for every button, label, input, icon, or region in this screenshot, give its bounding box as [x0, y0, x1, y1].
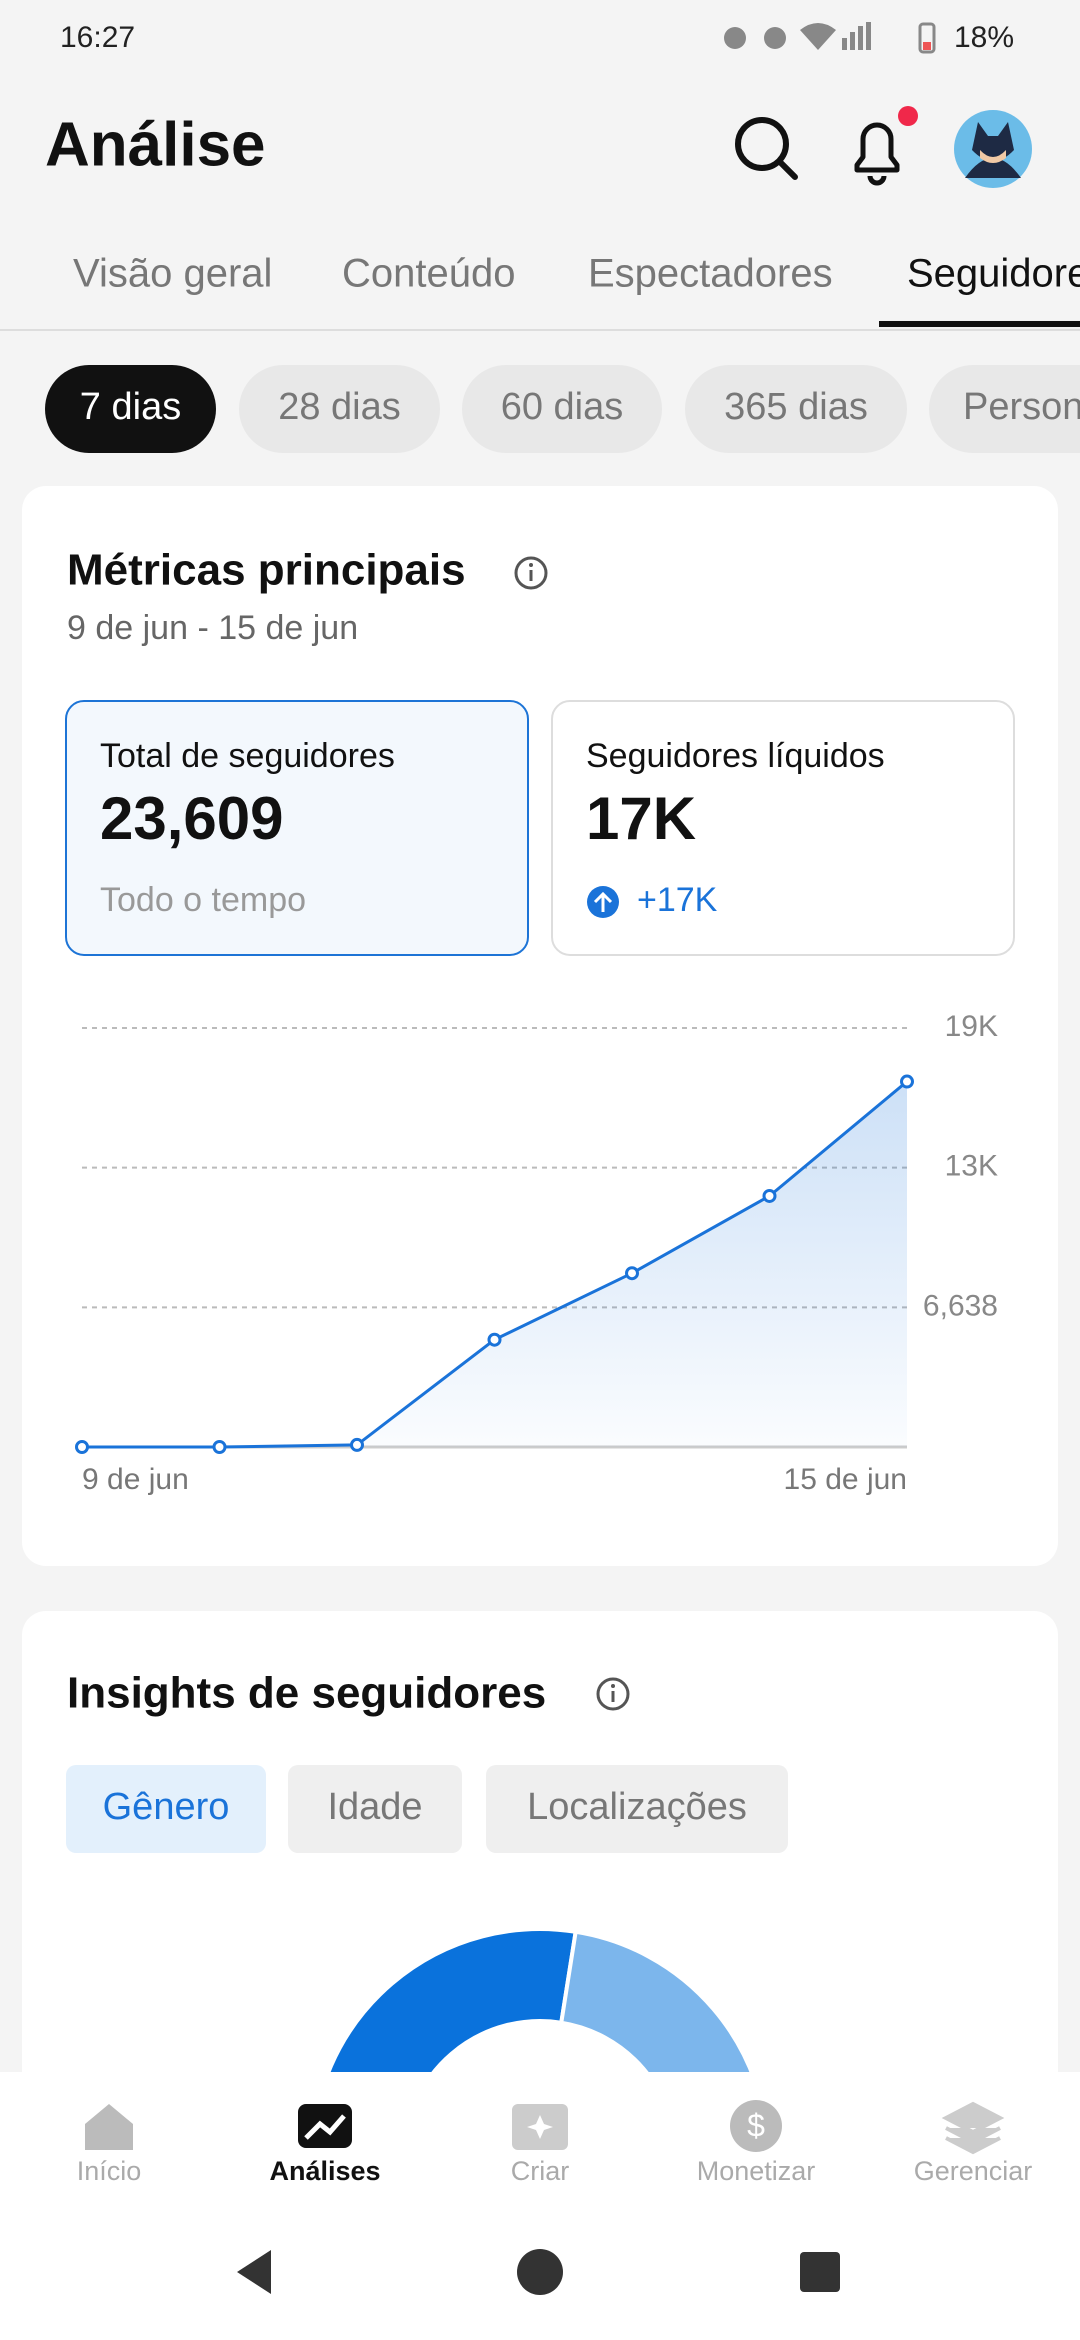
x-tick-label: 9 de jun	[82, 1463, 189, 1496]
point	[625, 1266, 639, 1281]
metric-value: 23,609	[100, 785, 284, 852]
nav-label[interactable]: Início	[77, 2156, 142, 2186]
avatar[interactable]	[954, 110, 1032, 188]
point	[900, 1074, 914, 1089]
point	[487, 1332, 502, 1347]
point	[75, 1440, 89, 1454]
chip[interactable]	[685, 365, 907, 453]
x-tick-label: 15 de jun	[784, 1463, 907, 1496]
nav-icons: $	[85, 2100, 1005, 2155]
area	[82, 1081, 907, 1447]
svg-text:$: $	[747, 2107, 765, 2143]
insight-tabs: Gênero Idade Localizações	[66, 1765, 788, 1853]
status-battery: 18%	[954, 21, 1014, 54]
insight-tab-label: Localizações	[527, 1786, 747, 1828]
metric-box[interactable]	[551, 700, 1015, 956]
point	[762, 1188, 777, 1203]
point	[350, 1437, 364, 1452]
nav-label[interactable]: Gerenciar	[914, 2156, 1033, 2186]
insights-title: Insights de seguidores	[67, 1669, 546, 1718]
metric-value: 17K	[586, 785, 696, 852]
insight-tab[interactable]	[66, 1765, 266, 1853]
info-icon[interactable]	[596, 1677, 630, 1711]
tab[interactable]: Espectadores	[588, 252, 833, 296]
y-tick-label: 6,638	[923, 1289, 998, 1322]
status-icons	[724, 22, 936, 54]
metric-label: Seguidores líquidos	[586, 737, 885, 775]
y-tick-label: 13K	[945, 1150, 998, 1183]
chip-label: 365 dias	[724, 386, 868, 428]
metric-note: Todo o tempo	[100, 881, 306, 919]
tab[interactable]: Conteúdo	[342, 252, 515, 296]
chip-label: 28 dias	[278, 386, 401, 428]
date-range: 9 de jun - 15 de jun	[67, 609, 358, 647]
metric-label: Total de seguidores	[100, 737, 395, 775]
chip[interactable]	[929, 365, 1080, 453]
insight-tab-label: Idade	[327, 1786, 422, 1828]
chip[interactable]	[45, 365, 216, 453]
nav-label[interactable]: Análises	[269, 2156, 380, 2186]
nav-label[interactable]: Criar	[511, 2156, 570, 2186]
tab[interactable]: Seguidores	[907, 252, 1080, 296]
insight-tab-label: Gênero	[103, 1786, 230, 1828]
y-tick-label: 19K	[945, 1010, 998, 1043]
system-nav	[237, 2249, 840, 2295]
tab-indicator	[879, 321, 1080, 327]
notification-icon[interactable]	[854, 106, 918, 186]
chip-label: 60 dias	[501, 386, 624, 428]
chip-label: Personalizado	[963, 386, 1080, 428]
nav-labels: Início Análises Criar Monetizar Gerenciar	[77, 2156, 1033, 2186]
metric-box[interactable]	[65, 700, 529, 956]
chip[interactable]	[239, 365, 440, 453]
page-title: Análise	[45, 110, 266, 179]
point	[212, 1440, 227, 1454]
metric-change: +17K	[637, 881, 718, 919]
up-icon	[587, 886, 619, 918]
nav-label[interactable]: Monetizar	[697, 2156, 816, 2186]
tab[interactable]: Visão geral	[73, 252, 272, 296]
chip-label: 7 dias	[80, 386, 181, 428]
info-icon[interactable]	[514, 556, 548, 590]
tab-bar: Visão geral Conteúdo Espectadores Seguidore…	[73, 252, 1080, 296]
insight-tab[interactable]	[486, 1765, 788, 1853]
period-chips: 7 dias 28 dias 60 dias 365 dias Personalizad…	[45, 365, 1080, 453]
search-icon[interactable]	[735, 117, 798, 180]
insight-tab[interactable]	[288, 1765, 462, 1853]
line-chart: 6,638 13K 19K 9 de jun 15 de jun	[75, 1010, 998, 1496]
metrics-title: Métricas principais	[67, 546, 466, 595]
status-time: 16:27	[60, 21, 135, 54]
chip[interactable]	[462, 365, 662, 453]
